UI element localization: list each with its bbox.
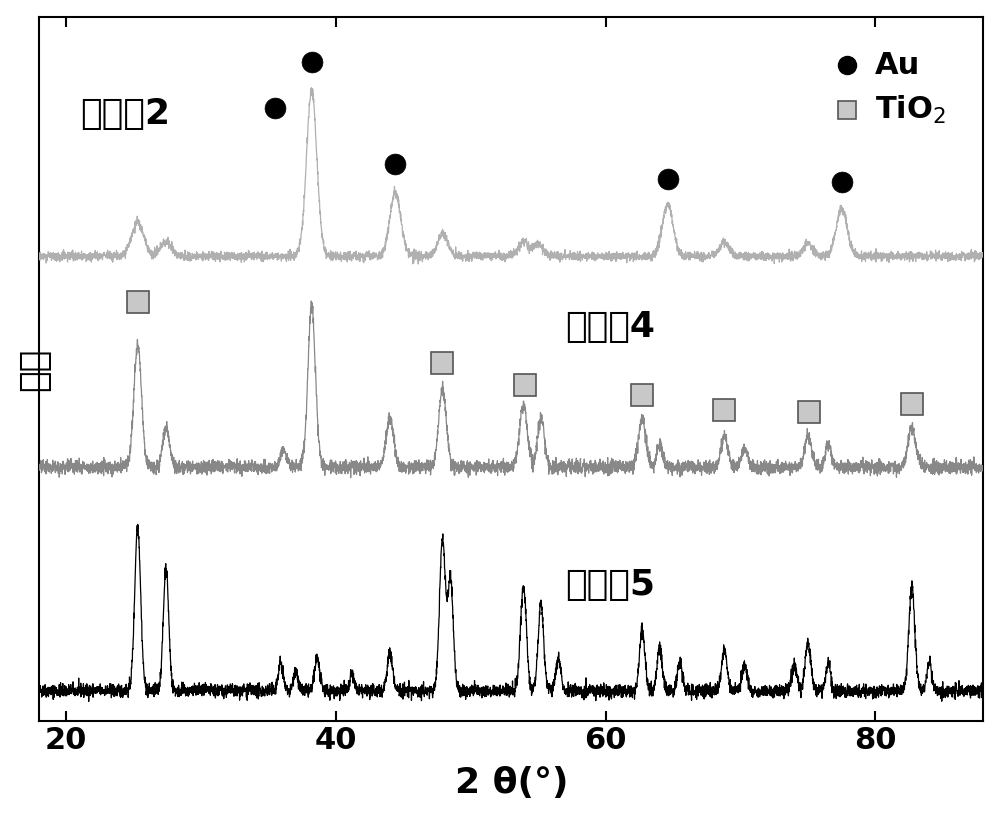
Text: 实施外5: 实施外5 <box>565 569 655 602</box>
X-axis label: 2 θ(°): 2 θ(°) <box>455 766 568 801</box>
Legend: Au, TiO$_2$: Au, TiO$_2$ <box>817 38 960 141</box>
Text: 实施外2: 实施外2 <box>80 97 170 132</box>
Y-axis label: 强度: 强度 <box>17 347 51 391</box>
Text: 实施外4: 实施外4 <box>565 310 655 345</box>
